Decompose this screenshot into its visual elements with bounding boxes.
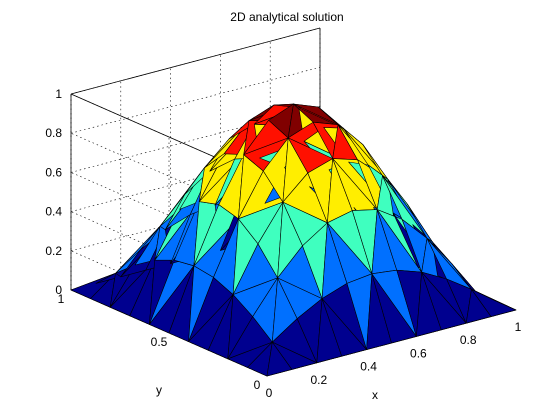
surface-triangle — [271, 341, 318, 370]
surface-triangle — [421, 271, 467, 331]
x-tick-label: 0.2 — [310, 373, 327, 387]
z-tick-label: 1 — [55, 87, 62, 101]
z-tick-label: 0.4 — [45, 205, 62, 219]
z-tick-label: 0.6 — [45, 165, 62, 179]
top-back-edge — [70, 27, 321, 95]
surface-triangle — [471, 288, 517, 311]
surface-mesh — [70, 103, 517, 377]
z-tick-label: 0.2 — [45, 244, 62, 258]
z-tick-label: 0 — [55, 283, 62, 297]
x-axis-label: x — [372, 388, 378, 402]
x-tick-label: 0.8 — [460, 333, 477, 347]
y-tick-label: 1 — [58, 292, 65, 306]
chart-title: 2D analytical solution — [230, 10, 343, 24]
x-tick-label: 0 — [266, 386, 273, 400]
y-tick-label: 0 — [254, 378, 261, 392]
x-tick-label: 1 — [515, 320, 522, 334]
x-tick-label: 0.6 — [410, 346, 427, 360]
y-axis-label: y — [156, 383, 162, 397]
y-tick-label: 0.5 — [151, 335, 168, 349]
z-tick-label: 0.8 — [45, 126, 62, 140]
x-tick-label: 0.4 — [360, 360, 377, 374]
